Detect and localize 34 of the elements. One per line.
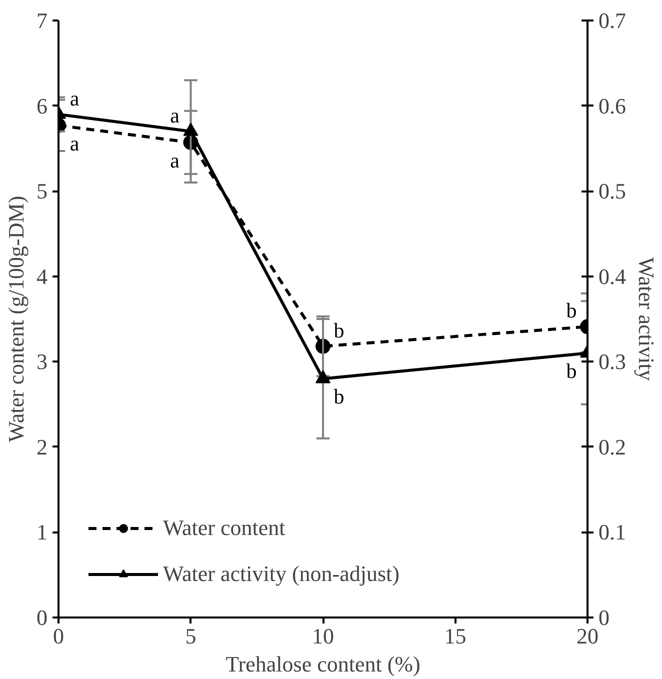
y-tick-label: 5 (36, 178, 48, 204)
annotation: a (70, 86, 80, 110)
y2-tick-label: 0.4 (598, 264, 626, 289)
annotation: b (334, 318, 344, 342)
y-tick-label: 4 (36, 264, 48, 289)
y-tick-label: 0 (36, 605, 48, 630)
y2-axis-title: Water activity (634, 257, 659, 381)
y2-tick-label: 0.2 (598, 434, 626, 460)
legend-label: Water content (163, 515, 286, 541)
legend-label: Water activity (non-adjust) (163, 561, 400, 587)
y2-tick-label: 0.3 (598, 349, 626, 374)
annotation: b (334, 384, 344, 409)
x-tick-label: 15 (444, 624, 466, 648)
y-tick-label: 6 (36, 93, 48, 118)
y2-tick-label: 0 (598, 605, 610, 630)
y2-tick-label: 0.6 (598, 93, 626, 118)
x-tick-label: 0 (53, 624, 64, 648)
y2-tick-label: 0.1 (598, 520, 626, 545)
annotation: a (170, 103, 180, 128)
y2-tick-label: 0.7 (598, 8, 626, 33)
x-tick-label: 5 (185, 624, 196, 648)
annotation: a (70, 131, 80, 156)
y-tick-label: 7 (36, 8, 48, 33)
y-axis-title: Water content (g/100g-DM) (4, 196, 28, 442)
annotation: b (566, 298, 577, 323)
x-tick-label: 20 (576, 624, 598, 648)
x-tick-label: 10 (312, 624, 334, 648)
y-tick-label: 1 (36, 520, 48, 545)
x-axis-title: Trehalose content (%) (226, 652, 420, 676)
y-tick-label: 3 (36, 349, 48, 374)
y2-tick-label: 0.5 (598, 178, 626, 204)
y-tick-label: 2 (36, 434, 48, 460)
annotation: a (170, 148, 180, 172)
annotation: b (566, 359, 577, 384)
